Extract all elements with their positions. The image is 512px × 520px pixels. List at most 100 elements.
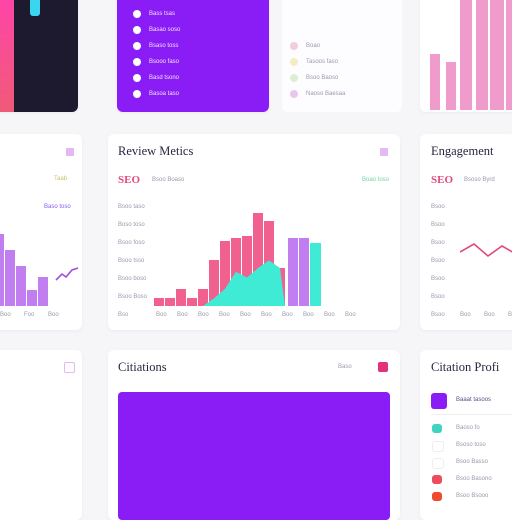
profile-item-label[interactable]: Baoso fo bbox=[456, 425, 480, 431]
top-right-bar bbox=[460, 0, 472, 110]
top-right-bar bbox=[430, 54, 440, 110]
citation-profile-header-label: Baaat tasoos bbox=[456, 397, 492, 403]
review-x-label: Boo bbox=[282, 312, 293, 318]
top-left-bar-cyan bbox=[30, 0, 40, 16]
review-y-label: Boso toso bbox=[118, 222, 145, 228]
review-y-label: Bsoo foso bbox=[118, 240, 145, 246]
review-y-label: Bsoo tsso bbox=[118, 258, 145, 264]
profile-item-icon bbox=[432, 458, 444, 469]
list-bullet-icon bbox=[133, 42, 141, 50]
engagement-y-label: Bsoo bbox=[431, 312, 445, 318]
review-x-label: Boo bbox=[261, 312, 272, 318]
review-x-label: Boo bbox=[219, 312, 230, 318]
review-pink-bar bbox=[176, 288, 186, 306]
engagement-x-label: Boo bbox=[460, 312, 471, 318]
engagement-x-label: Boo bbox=[484, 312, 495, 318]
profile-item-icon bbox=[432, 424, 442, 433]
review-purple-bar bbox=[299, 237, 309, 306]
profile-item-label[interactable]: Bsoso toso bbox=[456, 442, 486, 448]
review-teal-bar bbox=[310, 243, 321, 306]
list-bullet-icon bbox=[133, 26, 141, 34]
left-chart-bar bbox=[5, 250, 15, 306]
review-pink-bar bbox=[165, 298, 175, 306]
top-right-bars-card bbox=[420, 0, 512, 112]
review-metrics-title: Review Metics bbox=[118, 144, 194, 158]
purple-list-item[interactable]: Bsaso toss bbox=[149, 43, 179, 49]
left-chart-bar bbox=[38, 277, 48, 306]
review-x-label: Boo bbox=[177, 312, 188, 318]
citation-profile-divider bbox=[431, 414, 512, 415]
top-right-bar bbox=[476, 0, 488, 110]
engagement-x-label: Boo bbox=[508, 312, 512, 318]
review-pink-bar bbox=[220, 241, 230, 306]
top-legend-card: Boao Tasoos faso Bsoo Baoso Naoso Baesaa bbox=[282, 0, 402, 112]
review-pink-bar bbox=[231, 237, 241, 306]
purple-list-item[interactable]: Basao soso bbox=[149, 27, 181, 33]
engagement-y-label: Bsoo bbox=[431, 222, 445, 228]
left-legend-label: Baso toso bbox=[44, 204, 71, 210]
review-metrics-badge: Boao toso bbox=[362, 177, 390, 183]
review-pink-bar bbox=[242, 235, 252, 306]
top-right-bar bbox=[490, 0, 504, 110]
legend-dot-icon bbox=[290, 58, 298, 66]
engagement-card: Engagement SEO Bsoso Byrd Bsoo Bsoo Bsoo Bs… bbox=[420, 134, 512, 330]
legend-dot-icon bbox=[290, 90, 298, 98]
review-pink-bar bbox=[187, 298, 197, 306]
engagement-y-label: Bsoo bbox=[431, 294, 445, 300]
top-purple-list-card: Bass tsas Basao soso Bsaso toss Bsooo faso B… bbox=[117, 0, 269, 112]
left-x-label: Foo bbox=[24, 312, 35, 318]
review-x-label: Boo bbox=[345, 312, 356, 318]
profile-item-icon bbox=[432, 492, 442, 501]
review-y-label: Bsoo Boso bbox=[118, 294, 148, 300]
engagement-y-label: Bsoo bbox=[431, 240, 445, 246]
profile-item-label[interactable]: Bsoo Basso bbox=[456, 459, 489, 465]
review-metrics-sub: Bsoo Boaso bbox=[152, 177, 185, 183]
legend-item-label: Bsoo Baoso bbox=[306, 75, 339, 81]
profile-item-label[interactable]: Bsoo Basono bbox=[456, 476, 492, 482]
engagement-seo: SEO bbox=[431, 174, 454, 186]
profile-item-label[interactable]: Bsoo Bsooo bbox=[456, 493, 489, 499]
review-y-label: Bsoo boso bbox=[118, 276, 147, 282]
review-x-label: Boo bbox=[156, 312, 167, 318]
review-x-label: Boo bbox=[240, 312, 251, 318]
left-chart-bar bbox=[16, 265, 26, 306]
citations-action-icon[interactable] bbox=[378, 362, 388, 372]
engagement-series-line bbox=[460, 243, 512, 258]
review-y-label: Bsoo taso bbox=[118, 204, 145, 210]
list-bullet-icon bbox=[133, 74, 141, 82]
profile-item-icon bbox=[432, 475, 442, 484]
review-x-label: Boo bbox=[303, 312, 314, 318]
purple-list-item[interactable]: Bass tsas bbox=[149, 11, 176, 17]
legend-dot-icon bbox=[290, 42, 298, 50]
purple-list-item[interactable]: Bsooo faso bbox=[149, 59, 180, 65]
review-metrics-card: Review Metics SEO Bsoo Boaso Boao toso B… bbox=[108, 134, 400, 330]
citations-link[interactable]: Baso bbox=[338, 364, 352, 370]
review-x-label: Boo bbox=[324, 312, 335, 318]
left-chart-card: Taab Baso toso Boo Foo Boo bbox=[0, 134, 82, 330]
review-pink-bar bbox=[253, 212, 263, 306]
review-metrics-seo: SEO bbox=[118, 174, 141, 186]
citations-title: Citiations bbox=[118, 360, 167, 374]
review-pink-bar bbox=[198, 288, 208, 306]
citation-profile-header-icon bbox=[431, 393, 447, 409]
engagement-y-label: Bsoo bbox=[431, 258, 445, 264]
small-badge[interactable] bbox=[66, 148, 74, 156]
engagement-line bbox=[460, 243, 512, 258]
legend-item-label: Naoso Baesaa bbox=[306, 91, 346, 97]
top-left-card bbox=[0, 0, 78, 112]
review-teal-area bbox=[154, 260, 285, 306]
purple-list-item[interactable]: Basd tsono bbox=[149, 75, 180, 81]
review-metrics-menu-icon[interactable] bbox=[380, 148, 388, 156]
bottom-left-menu-icon[interactable] bbox=[64, 362, 75, 373]
top-left-bar-red bbox=[0, 0, 14, 112]
top-right-bar bbox=[446, 62, 456, 110]
left-chart-bar bbox=[27, 289, 37, 306]
small-badge-label: Taab bbox=[54, 176, 68, 182]
review-pink-bar bbox=[209, 260, 219, 306]
review-pink-bar bbox=[154, 298, 164, 306]
review-x-label: Boo bbox=[198, 312, 209, 318]
review-purple-bar bbox=[288, 237, 298, 306]
purple-list-item[interactable]: Basoa taso bbox=[149, 91, 180, 97]
engagement-y-label: Bsoo bbox=[431, 204, 445, 210]
engagement-sub: Bsoso Byrd bbox=[464, 177, 495, 183]
